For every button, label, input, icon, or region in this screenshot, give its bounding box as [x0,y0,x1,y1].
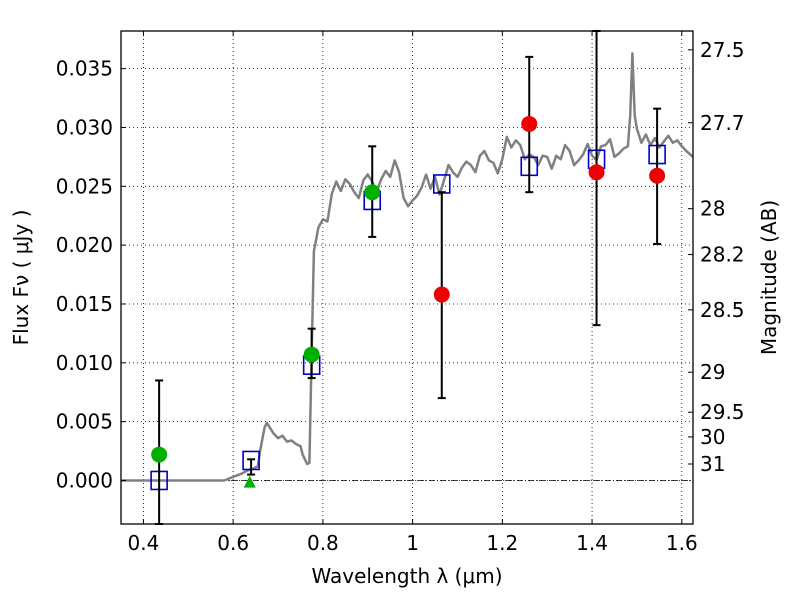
right-axis-title: Magnitude (AB) [757,200,781,355]
upper-limit-triangle [243,475,256,488]
plot-area [121,30,693,525]
x-tick-label: 1.6 [666,531,698,555]
y-axis-title: Flux Fν ( μJy ) [9,210,33,346]
x-tick-label: 1.2 [486,531,518,555]
right-tick-label: 29.5 [700,400,745,424]
y-tick-label: 0.020 [56,233,113,257]
x-tick-label: 0.4 [128,531,160,555]
x-tick-label: 0.8 [307,531,339,555]
y-tick-label: 0.010 [56,351,113,375]
observed-point [649,167,666,184]
right-tick-label: 28.2 [700,243,745,267]
y-tick-label: 0.030 [56,115,113,139]
observed-point [521,115,538,132]
y-tick-label: 0.035 [56,57,113,81]
y-tick-label: 0.000 [56,468,113,492]
observed-point [588,164,605,181]
right-tick-label: 30 [700,425,725,449]
x-tick-label: 1 [406,531,419,555]
observed-point [433,286,450,303]
right-axis: 27.5 27.7 28 28.2 28.5 29 29.530 31 [688,38,745,476]
observed-point [151,446,168,463]
observed-point [364,184,381,201]
y-axis: 0.000 0.005 0.010 0.015 0.020 0.025 0.030 0.035 [56,57,126,492]
right-tick-label: 29 [700,360,725,384]
y-tick-label: 0.005 [56,410,113,434]
x-axis: 0.4 0.6 0.8 1 1.2 1.4 1.6 [128,31,698,555]
x-tick-label: 0.6 [217,531,249,555]
plot-frame [120,30,694,525]
right-tick-label: 28.5 [700,298,745,322]
x-axis-title: Wavelength λ (μm) [311,564,502,588]
right-tick-label: 27.5 [700,38,745,62]
right-tick-label: 27.7 [700,111,745,135]
model-spectrum-line [121,52,693,482]
right-tick-label: 31 [700,452,725,476]
x-tick-label: 1.4 [576,531,608,555]
right-tick-label: 28 [700,197,725,221]
grid [121,31,693,524]
y-tick-label: 0.015 [56,292,113,316]
y-tick-label: 0.025 [56,174,113,198]
observed-point [303,346,320,363]
